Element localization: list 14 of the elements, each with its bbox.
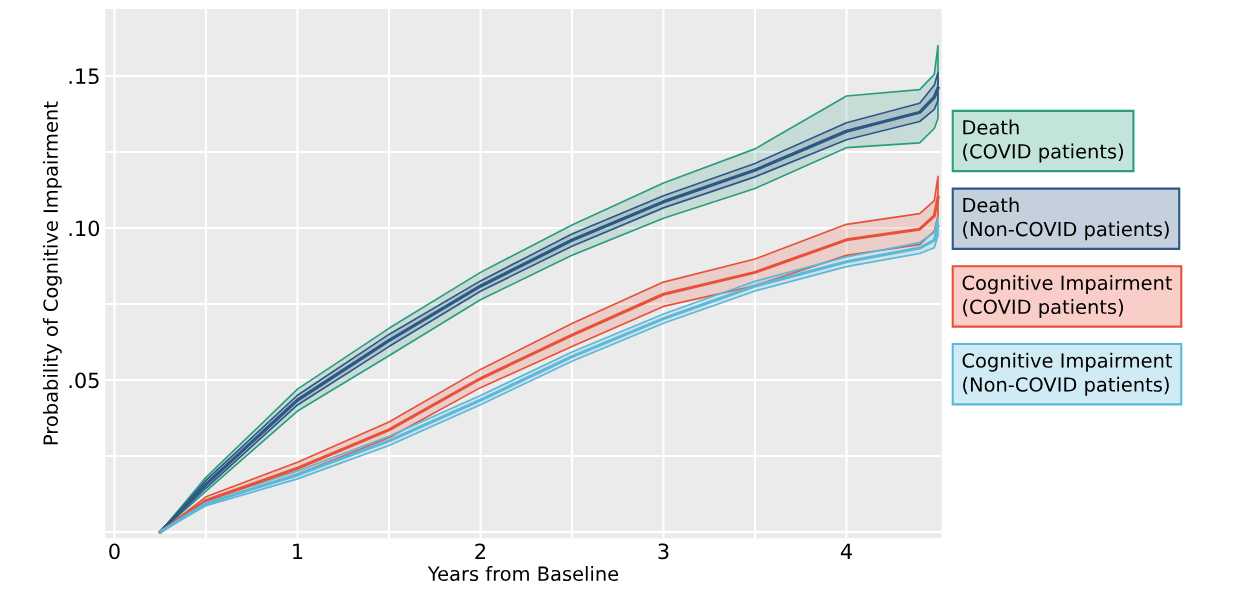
x-tick-label: 4 xyxy=(840,543,852,559)
text: Cognitive Impairment (Non-COVID patients) xyxy=(962,352,1173,396)
x-tick-label: 1 xyxy=(293,543,303,559)
x-tick-label: 2 xyxy=(475,543,486,559)
x-axis-title: Years from Baseline xyxy=(427,566,619,582)
y-tick-label: .10 xyxy=(69,220,100,237)
text: Death (Non-COVID patients) xyxy=(963,197,1169,241)
x-tick-label: 3 xyxy=(658,543,669,560)
x-tick-label: 0 xyxy=(109,543,120,560)
y-tick-label: .05 xyxy=(69,372,99,389)
series-label: Death (COVID patients) xyxy=(963,119,1124,163)
y-tick-label: .15 xyxy=(69,68,99,85)
text: Cognitive Impairment (COVID patients) xyxy=(962,275,1173,318)
y-axis-title: Probability of Cognitive Impairment xyxy=(42,101,62,445)
